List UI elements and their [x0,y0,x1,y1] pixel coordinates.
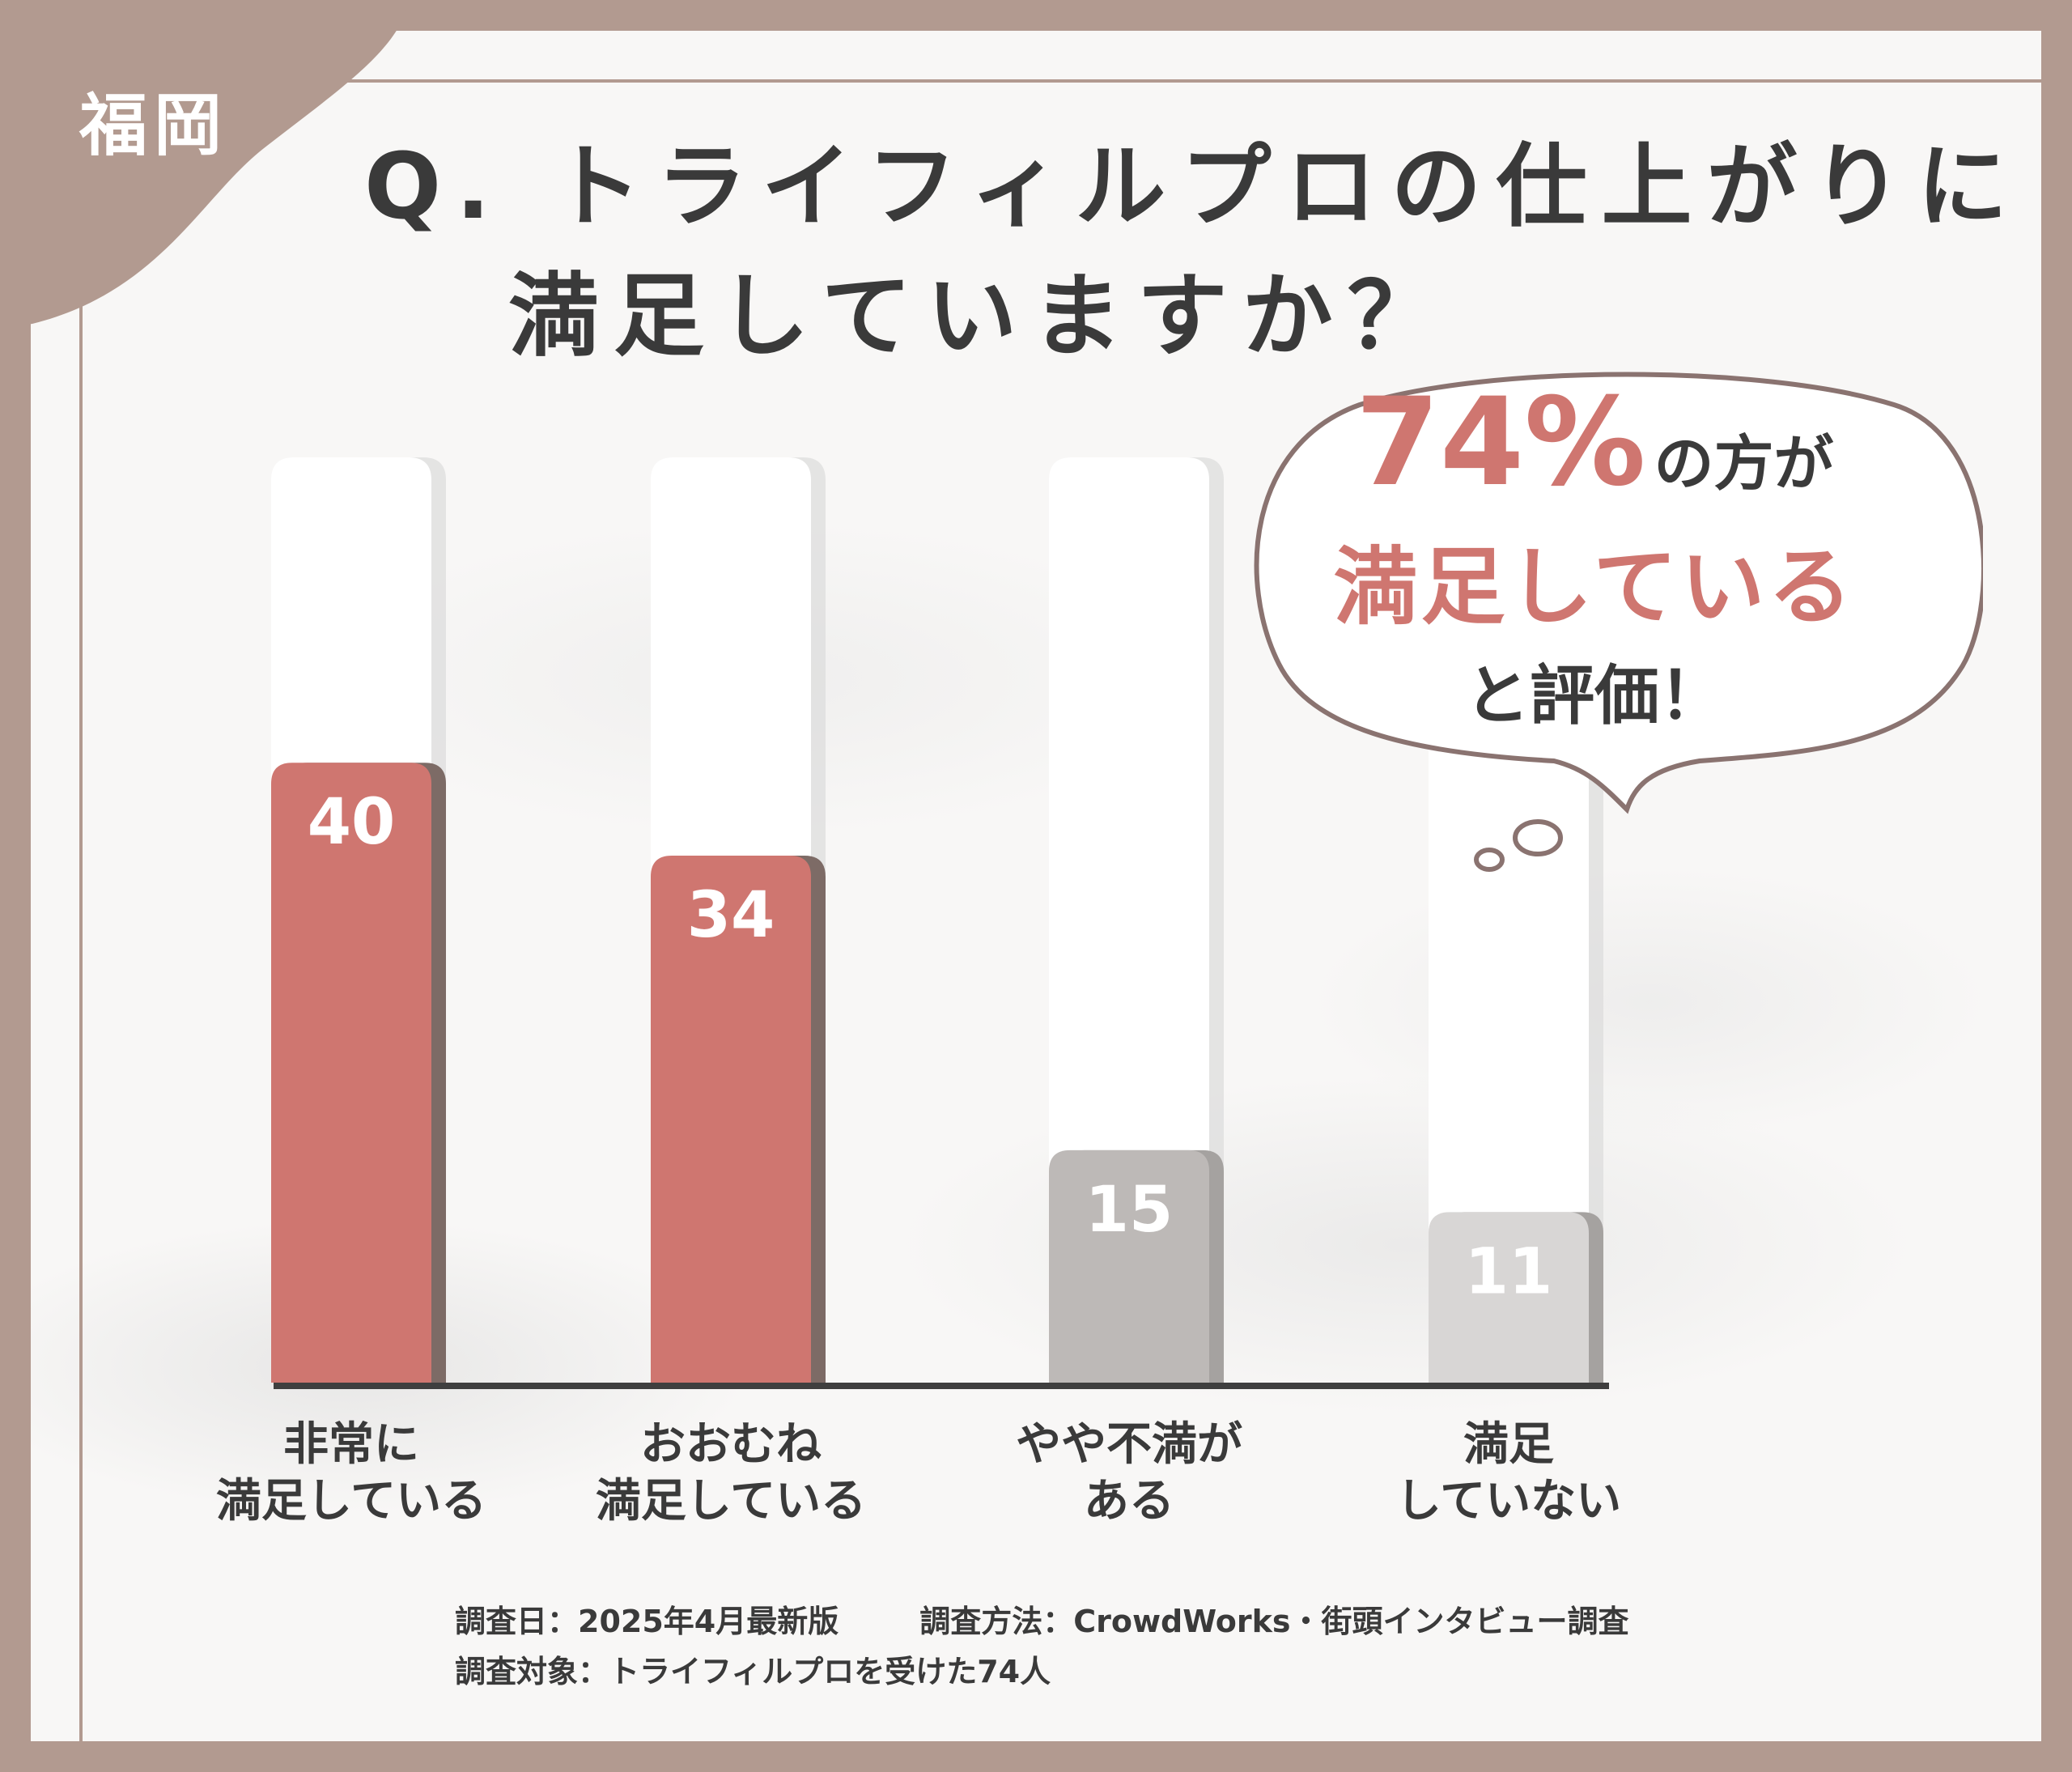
callout-ending: と評価！ [1465,658,1724,733]
bar-1 [271,763,431,1383]
category-label-line: していない [1395,1475,1622,1528]
category-label-line: おおむね [640,1418,822,1471]
category-label-line: 満足している [215,1475,487,1528]
category-label-line: やや不満が [1016,1418,1242,1471]
bars [271,763,1603,1383]
bar-value-label: 11 [1465,1235,1553,1308]
category-label: やや不満が ある [959,1417,1299,1530]
callout-highlight: 満足している [1333,538,1856,636]
inner-frame [79,79,2041,1741]
category-label-line: ある [1084,1475,1174,1528]
category-label-line: 満足 [1463,1418,1554,1471]
callout-suffix: の方が [1654,429,1834,499]
footer-line1: 調査日：2025年4月最新版 調査方法：CrowdWorks・街頭インタビュー調査 [455,1596,1629,1641]
card [31,31,2041,1741]
corner-decoration [0,0,409,328]
survey-date: 調査日：2025年4月最新版 [455,1604,839,1639]
bar-4 [1429,1212,1589,1383]
survey-method: 調査方法：CrowdWorks・街頭インタビュー調査 [919,1604,1629,1639]
category-label-line: 満足している [595,1475,867,1528]
chart-title-line1: Q. トライフィルプロの仕上がりに [364,134,2023,240]
category-label: 満足 していない [1339,1417,1679,1530]
value-labels: 40 34 15 11 [308,786,1553,1308]
region-label: 福岡 [79,86,229,165]
category-label: おおむね 満足している [561,1417,901,1530]
bar-2 [651,856,811,1383]
category-label-line: 非常に [283,1418,419,1471]
bar-value-label: 40 [308,786,396,859]
category-label: 非常に 満足している [181,1417,521,1530]
callout-bubble [1254,372,1983,872]
bar-value-label: 15 [1085,1174,1174,1247]
callout-text: 74% の方が 満足している と評価！ [1287,372,1902,737]
chart-title-line2: 満足していますか？ [508,264,1453,369]
callout-line1: 74% の方が [1287,372,1902,513]
callout-percent: 74% [1355,372,1646,513]
bar-value-label: 34 [687,879,775,952]
bar-3 [1049,1149,1209,1383]
survey-target: 調査対象：トライフィルプロを受けた74人 [455,1654,1051,1689]
